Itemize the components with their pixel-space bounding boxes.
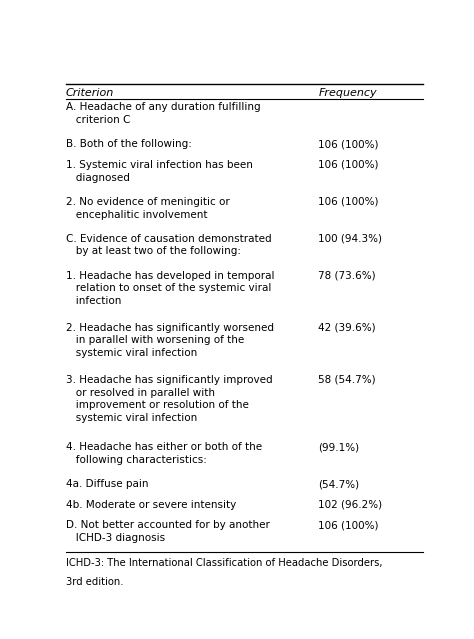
Text: A. Headache of any duration fulfilling
   criterion C: A. Headache of any duration fulfilling c… — [66, 102, 261, 125]
Text: 106 (100%): 106 (100%) — [318, 197, 379, 207]
Text: 58 (54.7%): 58 (54.7%) — [318, 375, 376, 385]
Text: 1. Headache has developed in temporal
   relation to onset of the systemic viral: 1. Headache has developed in temporal re… — [66, 270, 274, 306]
Text: 4. Headache has either or both of the
   following characteristics:: 4. Headache has either or both of the fo… — [66, 442, 262, 465]
Text: C. Evidence of causation demonstrated
   by at least two of the following:: C. Evidence of causation demonstrated by… — [66, 234, 272, 256]
Text: ICHD-3: The International Classification of Headache Disorders,: ICHD-3: The International Classification… — [66, 558, 383, 568]
Text: 3. Headache has significantly improved
   or resolved in parallel with
   improv: 3. Headache has significantly improved o… — [66, 375, 273, 423]
Text: 106 (100%): 106 (100%) — [318, 521, 379, 530]
Text: 3rd edition.: 3rd edition. — [66, 577, 123, 587]
Text: D. Not better accounted for by another
   ICHD-3 diagnosis: D. Not better accounted for by another I… — [66, 521, 270, 543]
Text: B. Both of the following:: B. Both of the following: — [66, 139, 192, 149]
Text: 102 (96.2%): 102 (96.2%) — [318, 500, 383, 510]
Text: Frequency: Frequency — [318, 88, 377, 98]
Text: 2. Headache has significantly worsened
   in parallel with worsening of the
   s: 2. Headache has significantly worsened i… — [66, 323, 274, 358]
Text: (54.7%): (54.7%) — [318, 479, 359, 489]
Text: 1. Systemic viral infection has been
   diagnosed: 1. Systemic viral infection has been dia… — [66, 160, 253, 183]
Text: 4b. Moderate or severe intensity: 4b. Moderate or severe intensity — [66, 500, 236, 510]
Text: 106 (100%): 106 (100%) — [318, 139, 379, 149]
Text: 100 (94.3%): 100 (94.3%) — [318, 234, 382, 243]
Text: 4a. Diffuse pain: 4a. Diffuse pain — [66, 479, 148, 489]
Text: 106 (100%): 106 (100%) — [318, 160, 379, 170]
Text: Criterion: Criterion — [66, 88, 114, 98]
Text: (99.1%): (99.1%) — [318, 442, 359, 452]
Text: 78 (73.6%): 78 (73.6%) — [318, 270, 376, 281]
Text: 42 (39.6%): 42 (39.6%) — [318, 323, 376, 333]
Text: 2. No evidence of meningitic or
   encephalitic involvement: 2. No evidence of meningitic or encephal… — [66, 197, 229, 220]
